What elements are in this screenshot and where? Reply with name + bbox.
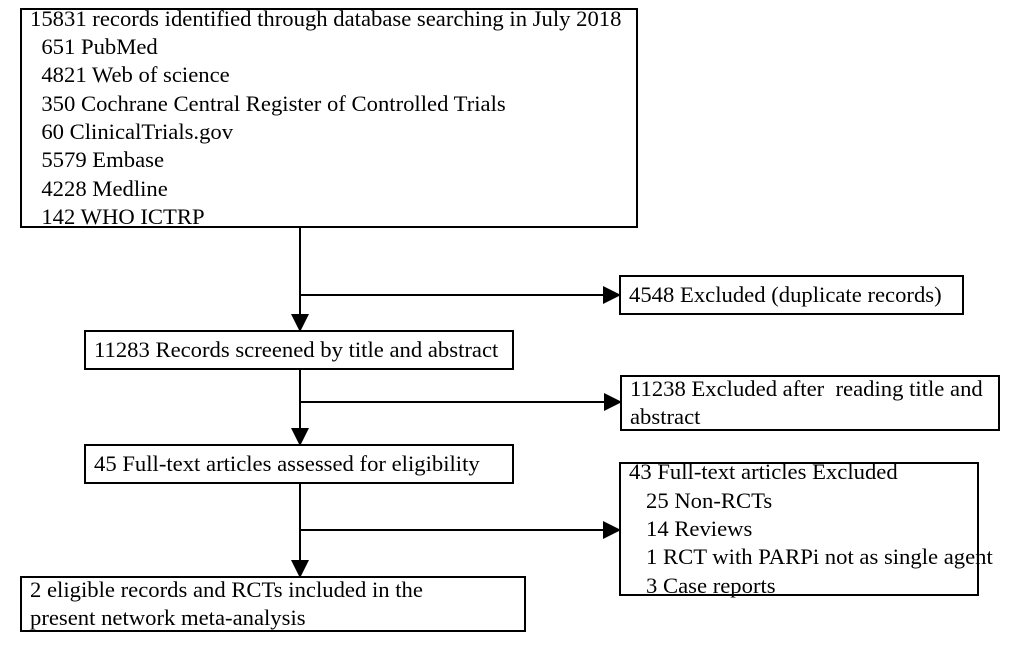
node-screened-line: 11283 Records screened by title and abst… — [94, 336, 498, 364]
node-fulltext-line: 45 Full-text articles assessed for eligi… — [94, 450, 480, 478]
node-identification-line: 4228 Medline — [30, 175, 168, 203]
node-excluded_full-line: 1 RCT with PARPi not as single agent — [629, 543, 993, 571]
node-excluded_dup: 4548 Excluded (duplicate records) — [619, 275, 964, 315]
node-excluded_full-line: 3 Case reports — [629, 572, 776, 600]
node-excluded_after_title: 11238 Excluded after reading title andab… — [620, 375, 1000, 431]
node-included-line: 2 eligible records and RCTs included in … — [30, 576, 423, 604]
node-identification-line: 60 ClinicalTrials.gov — [30, 118, 233, 146]
node-identification-line: 350 Cochrane Central Register of Control… — [30, 90, 506, 118]
node-included: 2 eligible records and RCTs included in … — [20, 576, 526, 632]
node-identification-line: 15831 records identified through databas… — [30, 5, 621, 33]
node-excluded_full-line: 25 Non-RCTs — [629, 487, 772, 515]
node-identification-line: 4821 Web of science — [30, 61, 230, 89]
node-identification-line: 5579 Embase — [30, 146, 164, 174]
node-excluded_after_title-line: 11238 Excluded after reading title and — [630, 375, 983, 403]
node-included-line: present network meta-analysis — [30, 604, 306, 632]
node-excluded_after_title-line: abstract — [630, 403, 700, 431]
node-excluded_full: 43 Full-text articles Excluded 25 Non-RC… — [619, 462, 979, 596]
node-excluded_full-line: 43 Full-text articles Excluded — [629, 458, 898, 486]
node-identification-line: 142 WHO ICTRP — [30, 203, 205, 231]
node-excluded_dup-line: 4548 Excluded (duplicate records) — [629, 281, 942, 309]
node-fulltext: 45 Full-text articles assessed for eligi… — [84, 444, 514, 484]
node-identification: 15831 records identified through databas… — [20, 8, 638, 228]
node-identification-line: 651 PubMed — [30, 33, 158, 61]
node-excluded_full-line: 14 Reviews — [629, 515, 752, 543]
node-screened: 11283 Records screened by title and abst… — [84, 330, 514, 370]
